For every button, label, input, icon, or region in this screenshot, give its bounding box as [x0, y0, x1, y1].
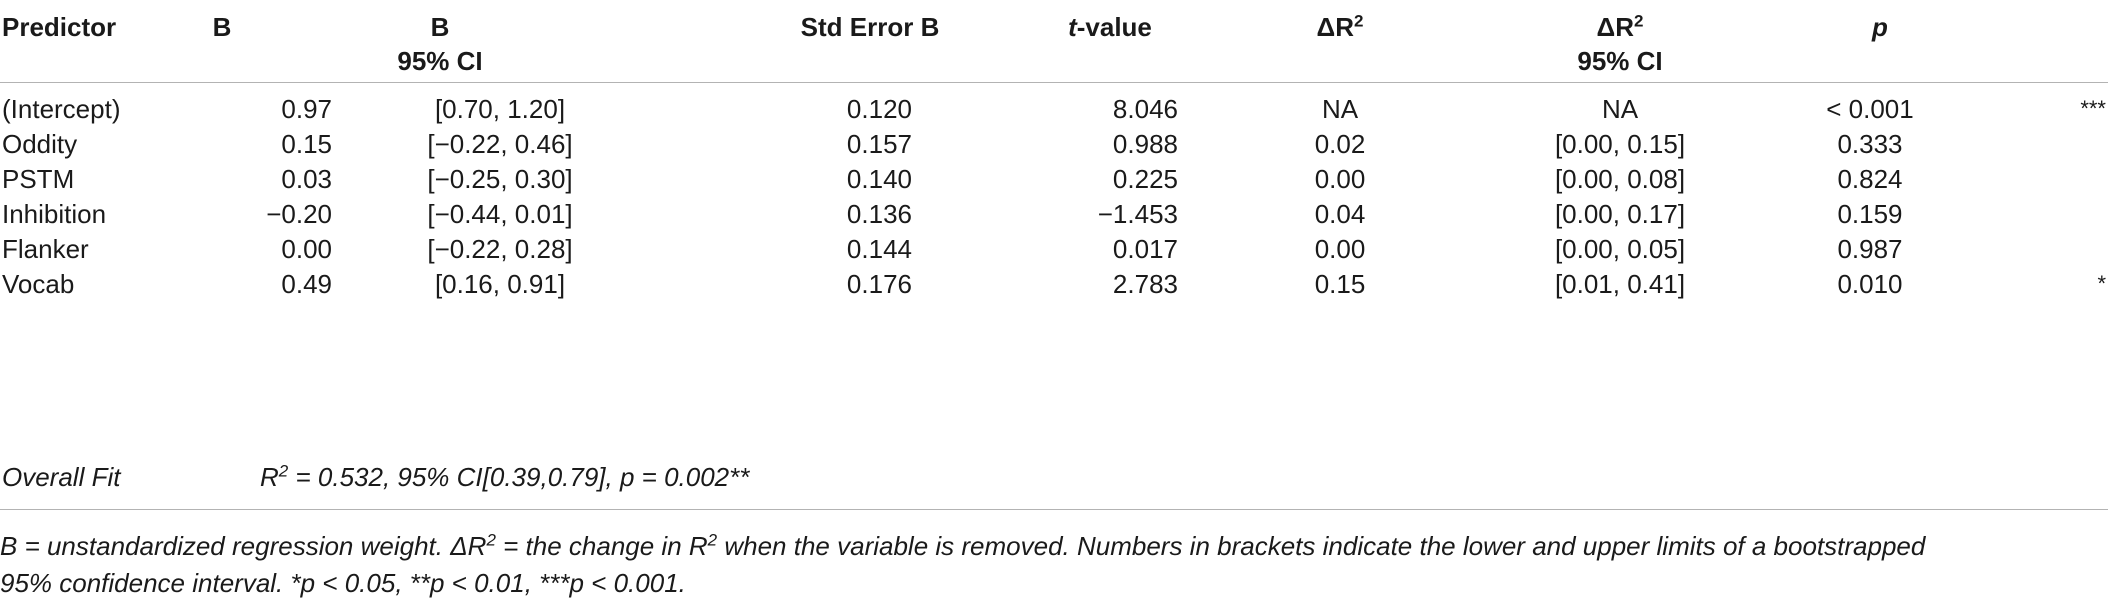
- table-header: Predictor B B 95% CI Std Error B t-value…: [0, 10, 2108, 80]
- cell-predictor: (Intercept): [2, 94, 121, 124]
- cell-dr2-ci: NA: [1601, 94, 1639, 124]
- cell-dr2: 0.04: [1314, 199, 1366, 229]
- notes-line-1b: = the change in R: [495, 531, 708, 561]
- cell-t: 0.225: [1112, 164, 1178, 194]
- cell-sig: ***: [2080, 96, 2106, 121]
- cell-b: 0.00: [281, 234, 332, 264]
- cell-sig: *: [2097, 271, 2106, 296]
- overall-fit-row: Overall Fit R2 = 0.532, 95% CI[0.39,0.79…: [0, 460, 2108, 496]
- table-row: Flanker 0.00 [−0.22, 0.28] 0.144 0.017 0.00 [0…: [0, 232, 2108, 266]
- header-p: p: [1872, 12, 1888, 42]
- header-t-rest: -value: [1076, 12, 1152, 42]
- cell-t: 8.046: [1112, 94, 1178, 124]
- table-row: PSTM 0.03 [−0.25, 0.30] 0.140 0.225 0.00 [0.00…: [0, 162, 2108, 196]
- cell-predictor: Inhibition: [2, 199, 107, 229]
- cell-dr2-ci: [0.01, 0.41]: [1554, 269, 1686, 299]
- cell-dr2: 0.00: [1314, 164, 1366, 194]
- cell-b: 0.03: [281, 164, 332, 194]
- cell-dr2-ci: [0.00, 0.15]: [1554, 129, 1686, 159]
- header-rule: [0, 82, 2108, 83]
- notes-sup-2: 2: [707, 530, 718, 550]
- header-t-value: t-value: [1040, 10, 1180, 44]
- cell-predictor: Flanker: [2, 234, 89, 264]
- cell-dr2: 0.00: [1314, 234, 1366, 264]
- cell-t: 0.988: [1112, 129, 1178, 159]
- cell-p: < 0.001: [1826, 94, 1914, 124]
- header-b-ci-line1: B: [430, 12, 450, 42]
- cell-predictor: Oddity: [2, 129, 78, 159]
- notes-line-1a: B = unstandardized regression weight. ΔR: [0, 531, 487, 561]
- notes-sup-1: 2: [486, 530, 496, 550]
- overall-fit-text: = 0.532, 95% CI[0.39,0.79], p = 0.002**: [288, 462, 750, 492]
- cell-dr2-ci: [0.00, 0.17]: [1554, 199, 1686, 229]
- header-delta-r2-text: ΔR: [1316, 12, 1354, 42]
- header-delta-r2-ci-line2: 95% CI: [1577, 46, 1663, 76]
- cell-b-ci: [0.70, 1.20]: [434, 94, 566, 124]
- header-predictor: Predictor: [2, 12, 117, 42]
- cell-se: 0.140: [846, 164, 912, 194]
- cell-p: 0.333: [1837, 129, 1903, 159]
- cell-p: 0.010: [1837, 269, 1903, 299]
- header-delta-r2: ΔR2: [1280, 10, 1400, 44]
- cell-dr2-ci: [0.00, 0.05]: [1554, 234, 1686, 264]
- cell-dr2: 0.15: [1314, 269, 1366, 299]
- header-t-italic: t: [1068, 12, 1077, 42]
- header-std-error: Std Error B: [800, 12, 940, 42]
- cell-p: 0.159: [1837, 199, 1903, 229]
- cell-t: 2.783: [1112, 269, 1178, 299]
- cell-b-ci: [0.16, 0.91]: [434, 269, 566, 299]
- cell-b-ci: [−0.44, 0.01]: [427, 199, 573, 229]
- header-delta-r2-sup: 2: [1354, 11, 1364, 31]
- cell-t: −1.453: [1097, 199, 1178, 229]
- table-notes: B = unstandardized regression weight. ΔR…: [0, 528, 2108, 600]
- cell-t: 0.017: [1112, 234, 1178, 264]
- cell-dr2: NA: [1321, 94, 1359, 124]
- notes-line-2: 95% confidence interval. *p < 0.05, **p …: [0, 568, 686, 598]
- cell-p: 0.824: [1837, 164, 1903, 194]
- cell-b: −0.20: [266, 199, 332, 229]
- cell-b-ci: [−0.25, 0.30]: [427, 164, 573, 194]
- header-b-ci: B 95% CI: [320, 10, 560, 78]
- cell-dr2: 0.02: [1314, 129, 1366, 159]
- cell-b: 0.49: [281, 269, 332, 299]
- cell-predictor: PSTM: [2, 164, 75, 194]
- header-b-ci-line2: 95% CI: [397, 46, 483, 76]
- notes-line-1: B = unstandardized regression weight. ΔR…: [0, 528, 1925, 565]
- overall-fit-value: R2 = 0.532, 95% CI[0.39,0.79], p = 0.002…: [260, 460, 749, 494]
- table-row: Oddity 0.15 [−0.22, 0.46] 0.157 0.988 0.02 [0.…: [0, 127, 2108, 161]
- footer-rule: [0, 509, 2108, 510]
- table-row: (Intercept) 0.97 [0.70, 1.20] 0.120 8.046 NA N…: [0, 92, 2108, 126]
- cell-se: 0.120: [846, 94, 912, 124]
- header-delta-r2-ci: ΔR2 95% CI: [1500, 10, 1740, 78]
- table-row: Inhibition −0.20 [−0.44, 0.01] 0.136 −1.453 0…: [0, 197, 2108, 231]
- overall-fit-r: R: [260, 462, 279, 492]
- header-delta-r2-ci-sup: 2: [1634, 11, 1644, 31]
- cell-se: 0.176: [846, 269, 912, 299]
- cell-b: 0.97: [281, 94, 332, 124]
- cell-p: 0.987: [1837, 234, 1903, 264]
- cell-se: 0.136: [846, 199, 912, 229]
- cell-b-ci: [−0.22, 0.28]: [427, 234, 573, 264]
- cell-se: 0.157: [846, 129, 912, 159]
- cell-dr2-ci: [0.00, 0.08]: [1554, 164, 1686, 194]
- header-delta-r2-ci-text: ΔR: [1596, 12, 1634, 42]
- table-row: Vocab 0.49 [0.16, 0.91] 0.176 2.783 0.15 [0.01…: [0, 267, 2108, 301]
- cell-predictor: Vocab: [2, 269, 75, 299]
- cell-se: 0.144: [846, 234, 912, 264]
- notes-line-1c: when the variable is removed. Numbers in…: [717, 531, 1926, 561]
- overall-fit-label: Overall Fit: [2, 462, 121, 492]
- header-b: B: [212, 12, 232, 42]
- cell-b: 0.15: [281, 129, 332, 159]
- overall-fit-r-sup: 2: [278, 461, 289, 481]
- cell-b-ci: [−0.22, 0.46]: [427, 129, 573, 159]
